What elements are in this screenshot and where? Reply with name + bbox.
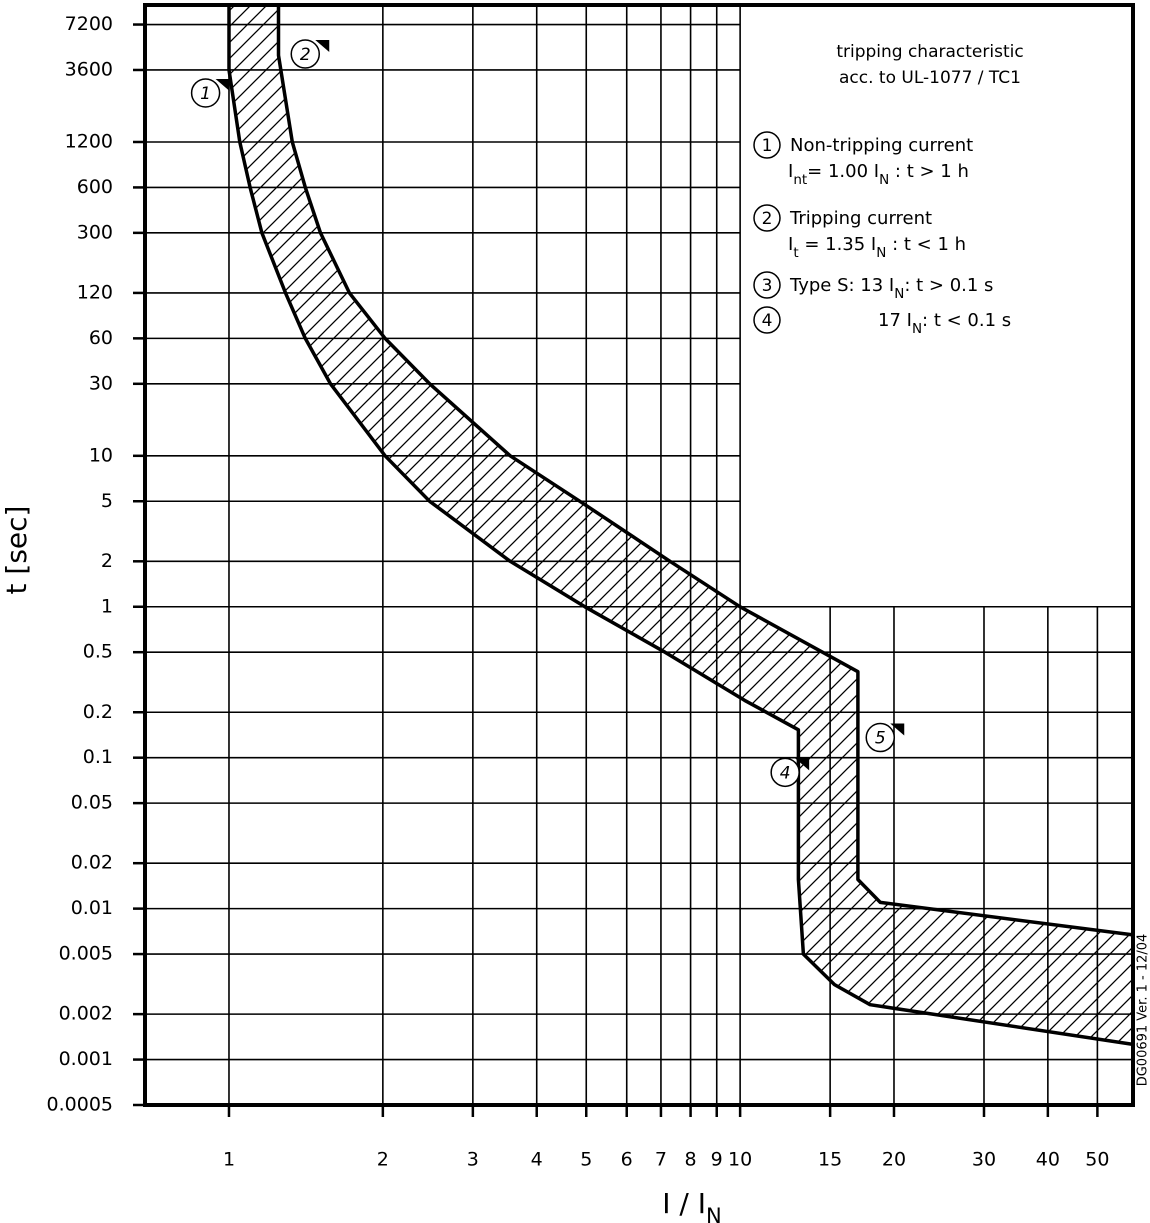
legend-title: acc. to UL-1077 / TC1 [839,68,1021,88]
subscript: N [879,172,889,188]
subscript: N [894,286,904,302]
legend-text: Non-tripping current [790,135,973,156]
y-tick-label: 60 [89,327,113,349]
labels: 7200360012006003001206030105210.50.20.10… [0,13,1150,1223]
marks [190,5,1134,1047]
annotation-label: 5 [875,729,886,749]
x-tick-label: 5 [580,1149,592,1171]
x-tick-label: 10 [728,1149,752,1171]
legend-title: tripping characteristic [836,42,1023,62]
annotation-circle [290,39,321,69]
y-tick-label: 30 [89,372,113,394]
y-tick-label: 3600 [65,58,113,80]
side-note: DG00691 Ver. 1 - 12/04 [1136,934,1150,1087]
y-tick-label: 0.2 [83,701,113,723]
text-part: I / I [662,1187,706,1220]
text-part: I [788,234,793,255]
boundary-line [276,5,1134,937]
legend-text: Int= 1.00 IN : t > 1 h [788,161,969,188]
legend-number: 1 [762,136,773,156]
x-tick-label: 7 [655,1149,667,1171]
text-part: : t > 0.1 s [904,275,993,296]
band-fill [229,5,1133,1045]
pointer [315,40,330,53]
y-tick-label: 0.01 [71,897,113,919]
annotation-label: 4 [780,763,791,783]
annotation-circle [865,722,896,753]
text-part: = 1.00 I [807,161,879,182]
x-tick-label: 1 [223,1149,235,1171]
y-tick-label: 0.001 [59,1048,113,1070]
x-tick-label: 9 [711,1149,723,1171]
text-part: Type S: 13 I [789,275,894,296]
plot-frame [143,3,1135,1107]
y-tick-label: 0.002 [59,1003,113,1025]
pointer [795,758,810,771]
y-tick-label: 7200 [65,13,113,35]
x-tick-label: 8 [685,1149,697,1171]
y-tick-label: 0.02 [71,852,113,874]
pointer [215,78,230,91]
y-tick-label: 2 [101,550,113,572]
y-tick-label: 600 [77,176,113,198]
y-tick-label: 5 [101,490,113,512]
legend-text: It = 1.35 IN : t < 1 h [788,234,966,261]
y-tick-label: 0.05 [71,792,113,814]
x-tick-label: 40 [1036,1149,1060,1171]
text-part: : t < 1 h [886,234,966,255]
legend-number: 2 [762,209,773,229]
x-tick-label: 15 [818,1149,842,1171]
legend-circle [753,306,781,334]
x-tick-label: 20 [882,1149,906,1171]
text-part: : t < 0.1 s [922,310,1011,331]
legend-text: Tripping current [789,208,932,229]
text-part: = 1.35 I [799,234,877,255]
y-tick-label: 0.0005 [47,1094,113,1116]
annotation-label: 1 [200,84,211,104]
x-axis-label: I / IN [662,1187,721,1223]
text-part: Tripping current [789,208,932,229]
y-tick-label: 120 [77,281,113,303]
annotation-circle [770,757,800,788]
x-tick-label: 30 [972,1149,996,1171]
y-tick-label: 0.005 [59,943,113,965]
y-tick-label: 1200 [65,130,113,152]
pointer [890,723,905,736]
text-part: I [788,161,793,182]
annotation-label: 2 [300,45,311,65]
y-tick-label: 1 [101,595,113,617]
legend-text: 17 IN: t < 0.1 s [878,310,1011,337]
y-tick-label: 10 [89,444,113,466]
y-tick-label: 300 [77,221,113,243]
text-part: 17 I [878,310,912,331]
boundary-line [227,5,1134,1047]
x-tick-label: 4 [531,1149,543,1171]
annotation-circle [190,78,221,108]
legend-circle [753,131,781,159]
text-part: : t > 1 h [889,161,969,182]
subscript: N [706,1204,722,1223]
x-tick-label: 6 [621,1149,633,1171]
y-axis-label: t [sec] [0,506,33,595]
subscript: nt [793,172,807,188]
legend-number: 3 [762,276,773,296]
y-tick-label: 0.5 [83,641,113,663]
x-tick-label: 50 [1085,1149,1109,1171]
subscript: N [912,321,922,337]
subscript: t [793,245,798,261]
legend-text: Type S: 13 IN: t > 0.1 s [789,275,993,302]
subscript: N [876,245,886,261]
legend-circle [753,204,781,232]
legend-circle [753,271,781,299]
x-tick-label: 3 [467,1149,479,1171]
x-tick-label: 2 [377,1149,389,1171]
legend-number: 4 [762,311,773,331]
text-part: Non-tripping current [790,135,973,156]
y-tick-label: 0.1 [83,746,113,768]
